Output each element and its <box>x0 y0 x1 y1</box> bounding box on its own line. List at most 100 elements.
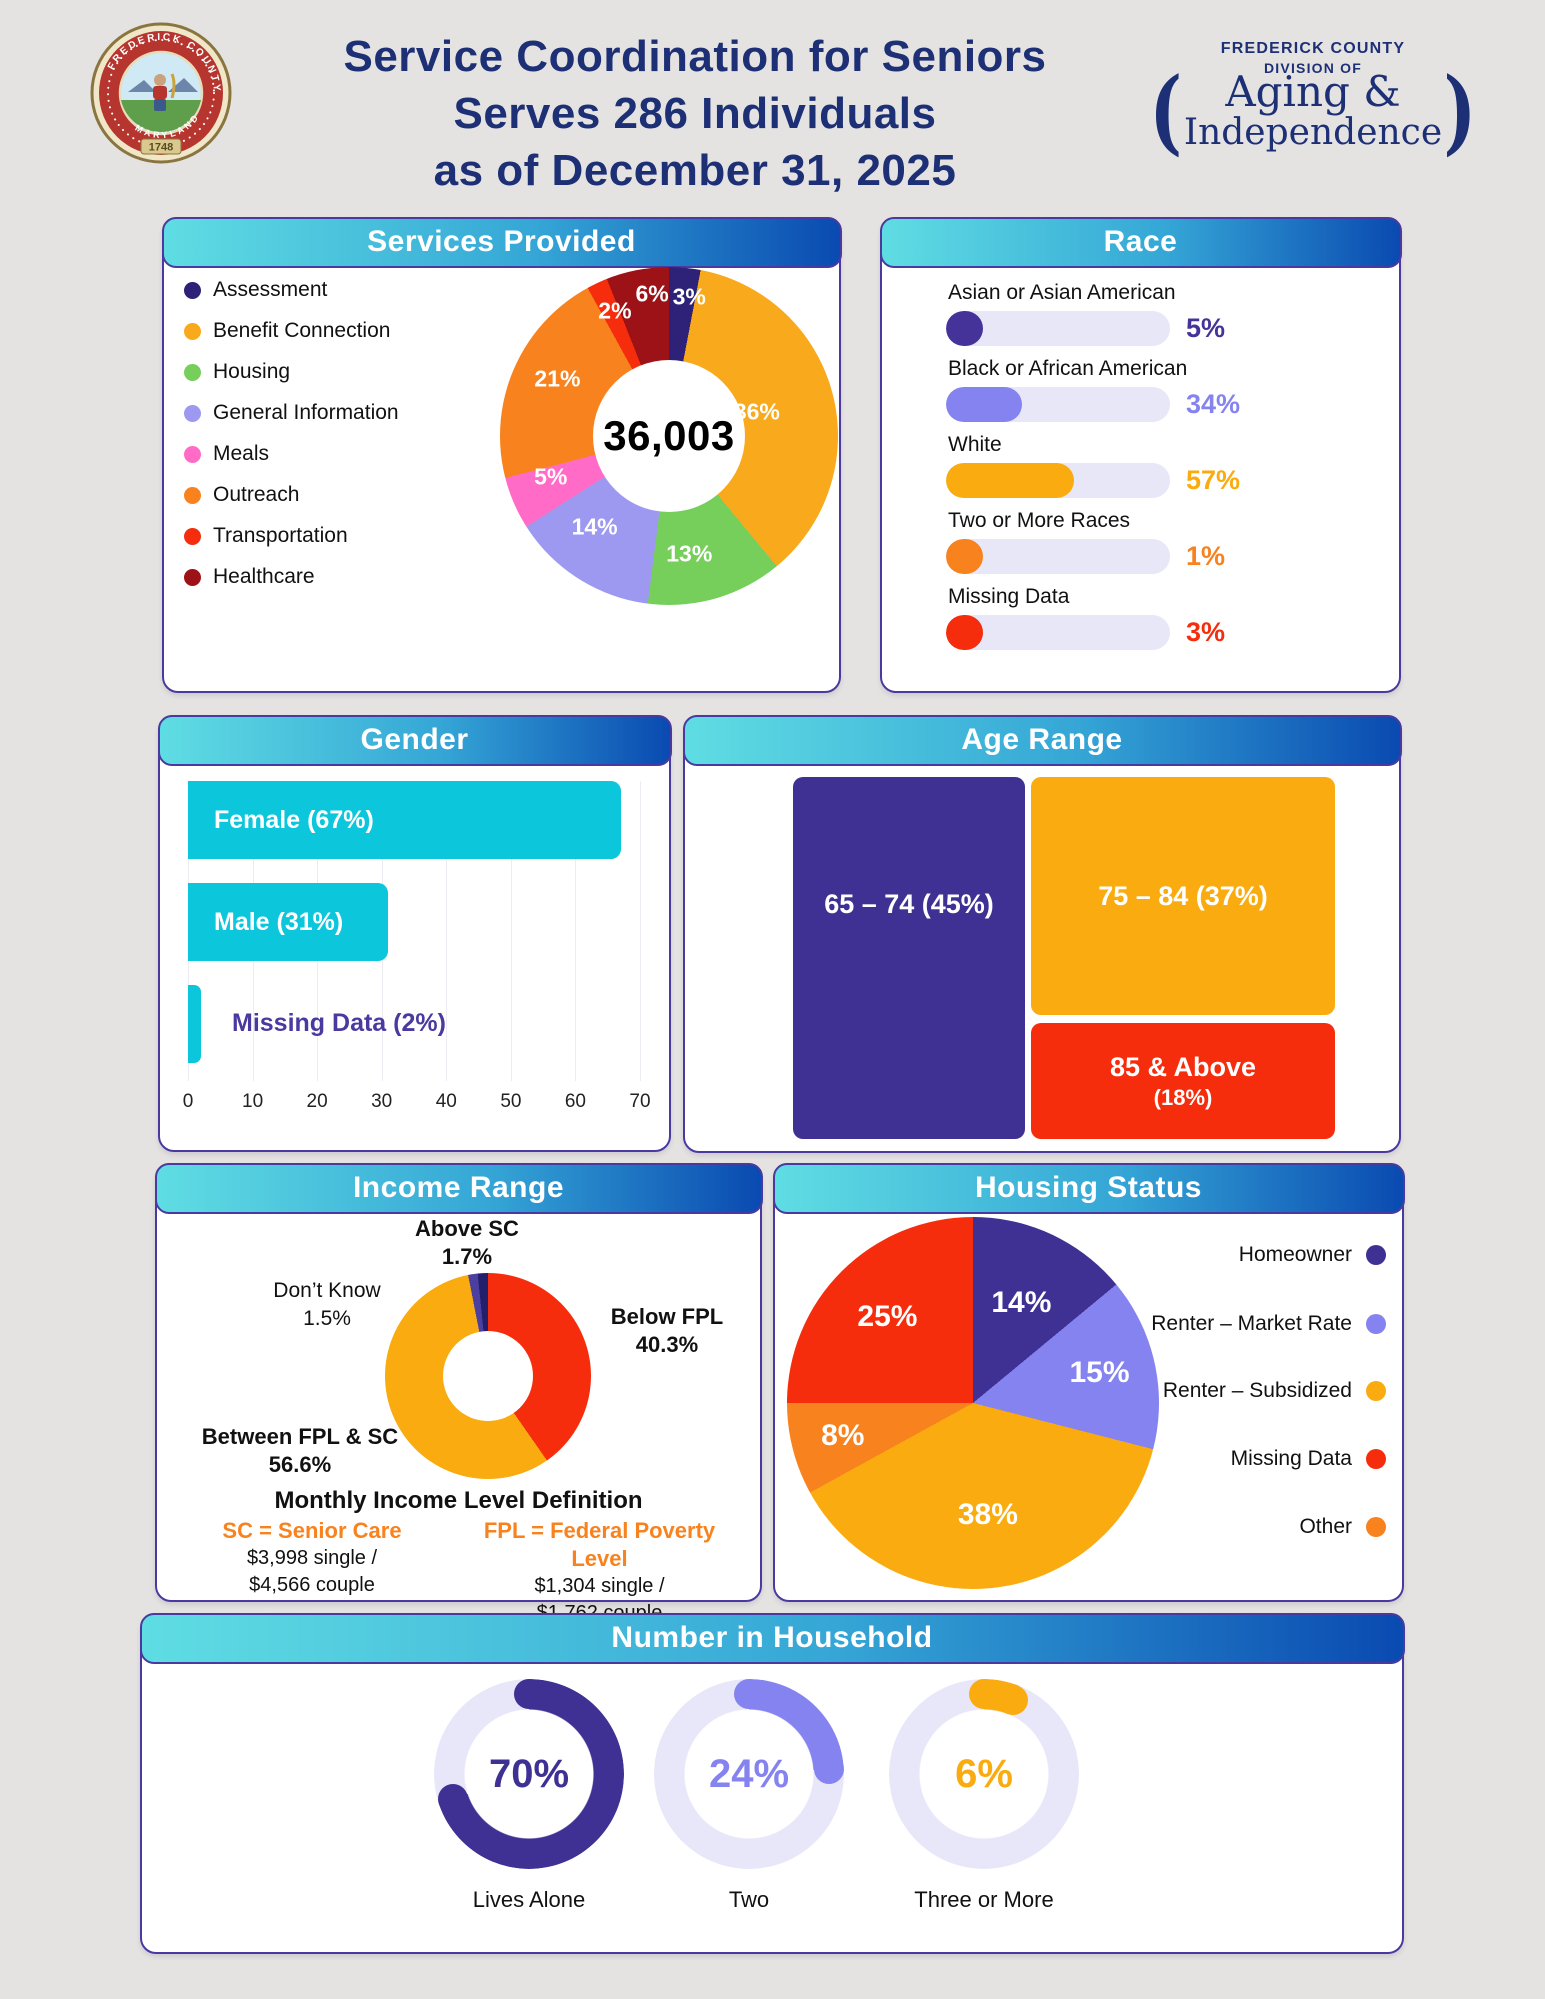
legend-item: Outreach <box>184 482 399 508</box>
slice-label-general-information: 14% <box>571 513 618 540</box>
renter-subsidized-dot-icon <box>1366 1381 1386 1401</box>
healthcare-dot-icon <box>184 568 201 586</box>
housing-legend-item: Renter – Market Rate <box>1066 1312 1386 1336</box>
race-bar-fill <box>946 615 983 650</box>
division-logo-county: FREDERICK COUNTY <box>1220 40 1406 57</box>
gender-missing-data-label: Missing Data (2%) <box>232 1009 446 1037</box>
services-total: 36,003 <box>603 412 735 459</box>
income-callout-above-sc: Above SC 1.7% <box>415 1216 519 1269</box>
gauge-value: 70% <box>488 1751 570 1796</box>
race-label: Black or African American <box>948 357 1188 380</box>
age-block-85-above: 85 & Above (18%) <box>1031 1023 1335 1139</box>
services-legend: Assessment Benefit Connection Housing Ge… <box>184 277 399 605</box>
services-donut-chart: 3% 36% 13% 14% 5% 21% 2% 6% 36,003 <box>500 267 838 605</box>
race-panel: Race Asian or Asian American 5% Black or… <box>879 216 1402 693</box>
age-block-label: 65 – 74 (45%) <box>824 889 994 919</box>
gauge-caption: Two <box>728 1887 770 1912</box>
services-provided-panel: Services Provided Assessment Benefit Con… <box>161 216 842 693</box>
x-tick: 40 <box>435 1091 457 1112</box>
race-percent: 1% <box>1186 541 1226 571</box>
slice-label-healthcare: 6% <box>635 280 669 307</box>
race-label: Missing Data <box>948 585 1070 608</box>
outreach-dot-icon <box>184 486 201 504</box>
slice-label-renter-market-rate: 15% <box>1069 1356 1130 1390</box>
slice-label-meals: 5% <box>534 463 568 490</box>
income-definition-sc: SC = Senior Care $3,998 single / $4,566 … <box>222 1518 402 1596</box>
race-percent: 5% <box>1186 313 1226 343</box>
gauge-caption: Three or More <box>914 1887 1054 1912</box>
race-bar-track <box>946 387 1170 422</box>
slice-label-renter-subsidized: 38% <box>957 1497 1018 1531</box>
race-bar-fill <box>946 387 1023 422</box>
gauge-ring <box>654 1679 844 1869</box>
race-percent: 57% <box>1186 465 1241 495</box>
age-block-75-84: 75 – 84 (37%) <box>1031 777 1335 1015</box>
gauge-two: 24% <box>654 1679 844 1869</box>
income-definition-fpl: FPL = Federal Poverty Level $1,304 singl… <box>483 1518 716 1624</box>
x-tick: 30 <box>371 1091 393 1112</box>
meals-dot-icon <box>184 445 201 463</box>
slice-label-outreach: 21% <box>534 365 581 392</box>
gender-panel: Gender Female (67%) Male (31%) Missing D… <box>157 714 672 1152</box>
race-bar-fill <box>946 311 983 346</box>
benefit-connection-dot-icon <box>184 322 201 340</box>
division-logo-aging: Aging & <box>1225 67 1401 116</box>
division-logo: FREDERICK COUNTY DIVISION OF ( Aging & I… <box>1148 40 1478 165</box>
slice-label-missing-data: 25% <box>857 1300 918 1334</box>
legend-label: Benefit Connection <box>213 319 391 342</box>
page-title: Service Coordination for Seniors Serves … <box>280 28 1110 199</box>
income-range-panel: Income Range Above SC 1.7% Don’t Know 1.… <box>154 1162 763 1624</box>
page-title-line-3: as of December 31, 2025 <box>433 146 957 195</box>
assessment-dot-icon <box>184 281 201 299</box>
seal-year: 1748 <box>149 142 173 154</box>
race-bar-track <box>946 615 1170 650</box>
legend-item: Meals <box>184 441 399 467</box>
race-bar-fill <box>946 463 1074 498</box>
slice-label-transportation: 2% <box>598 297 632 324</box>
legend-item: General Information <box>184 400 399 426</box>
x-tick: 50 <box>500 1091 522 1112</box>
income-callout-dont-know: Don’t Know 1.5% <box>273 1279 381 1330</box>
legend-item: Healthcare <box>184 564 399 590</box>
legend-label: Assessment <box>213 278 328 301</box>
gender-bar-female: Female (67%) <box>188 781 621 859</box>
race-bars: Asian or Asian American 5% Black or Afri… <box>946 281 1386 661</box>
legend-label: Transportation <box>213 524 348 547</box>
income-range-title: Income Range <box>154 1162 763 1214</box>
other-dot-icon <box>1366 1517 1386 1537</box>
race-bar-track <box>946 311 1170 346</box>
race-percent: 3% <box>1186 617 1226 647</box>
gauge-three-or-more: 6% <box>889 1679 1079 1869</box>
legend-item: Benefit Connection <box>184 318 399 344</box>
gender-bar-missing-data <box>188 985 201 1063</box>
number-in-household-title: Number in Household <box>139 1612 1405 1664</box>
gender-bar-label: Male (31%) <box>214 907 344 936</box>
general-information-dot-icon <box>184 404 201 422</box>
right-paren-glyph: ) <box>1443 57 1477 165</box>
housing-legend-item: Other <box>1066 1515 1386 1539</box>
number-in-household-panel: Number in Household 70% Lives Alone 24% … <box>139 1612 1405 1954</box>
division-logo-independence: Independence <box>1183 112 1443 153</box>
legend-label: General Information <box>213 401 399 424</box>
slice-label-other: 8% <box>821 1419 865 1453</box>
legend-item: Assessment <box>184 277 399 303</box>
housing-status-title: Housing Status <box>772 1162 1405 1214</box>
legend-label: Meals <box>213 442 270 465</box>
legend-item: Housing <box>184 359 399 385</box>
age-block-label: 85 & Above <box>1109 1051 1257 1082</box>
left-paren-glyph: ( <box>1149 57 1183 165</box>
race-bar-track <box>946 539 1170 574</box>
renter-market-rate-dot-icon <box>1366 1314 1386 1334</box>
age-block-65-74: 65 – 74 (45%) <box>793 777 1025 1139</box>
gauge-ring <box>889 1679 1079 1869</box>
race-row: Missing Data 3% <box>946 585 1386 650</box>
race-row: Black or African American 34% <box>946 357 1386 422</box>
gender-bar-label: Female (67%) <box>214 805 374 834</box>
services-provided-title: Services Provided <box>161 216 842 268</box>
gauge-value: 6% <box>955 1751 1013 1796</box>
housing-legend-item: Renter – Subsidized <box>1066 1379 1386 1403</box>
race-row: Asian or Asian American 5% <box>946 281 1386 346</box>
income-donut-chart <box>385 1273 591 1479</box>
income-callout-between-fpl-sc: Between FPL & SC 56.6% <box>201 1424 399 1477</box>
